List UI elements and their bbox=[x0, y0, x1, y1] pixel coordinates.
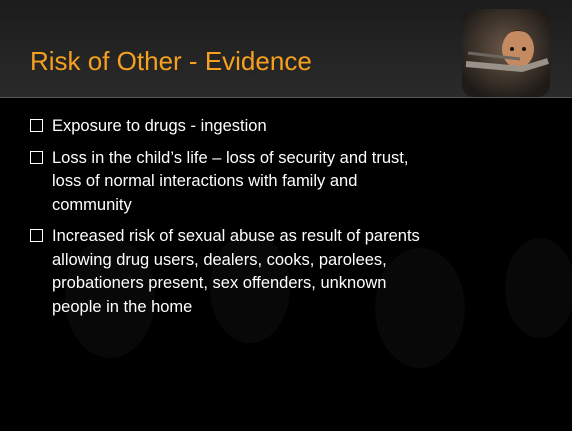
bullet-text: community bbox=[30, 194, 560, 218]
bullet-text: allowing drug users, dealers, cooks, par… bbox=[30, 249, 560, 273]
bullet-text: Increased risk of sexual abuse as result… bbox=[30, 225, 560, 249]
slide: Risk of Other - Evidence Exposure to dru… bbox=[0, 0, 572, 431]
bullet: Exposure to drugs - ingestion bbox=[30, 115, 560, 139]
checkbox-bullet bbox=[30, 151, 43, 164]
photo bbox=[462, 9, 550, 97]
bullet-text: loss of normal interactions with family … bbox=[30, 170, 560, 194]
bullet-text: people in the home bbox=[30, 296, 560, 320]
checkbox-bullet bbox=[30, 229, 43, 242]
checkbox-bullet bbox=[30, 119, 43, 132]
bullet-text: probationers present, sex offenders, unk… bbox=[30, 272, 560, 296]
bullet: Loss in the child’s life – loss of secur… bbox=[30, 147, 560, 218]
bullet-list: Exposure to drugs - ingestion Loss in the… bbox=[30, 115, 560, 327]
slide-title: Risk of Other - Evidence bbox=[30, 46, 312, 77]
bullet-text: Exposure to drugs - ingestion bbox=[30, 115, 560, 139]
bullet-text: Loss in the child’s life – loss of secur… bbox=[30, 147, 560, 171]
bullet: Increased risk of sexual abuse as result… bbox=[30, 225, 560, 319]
